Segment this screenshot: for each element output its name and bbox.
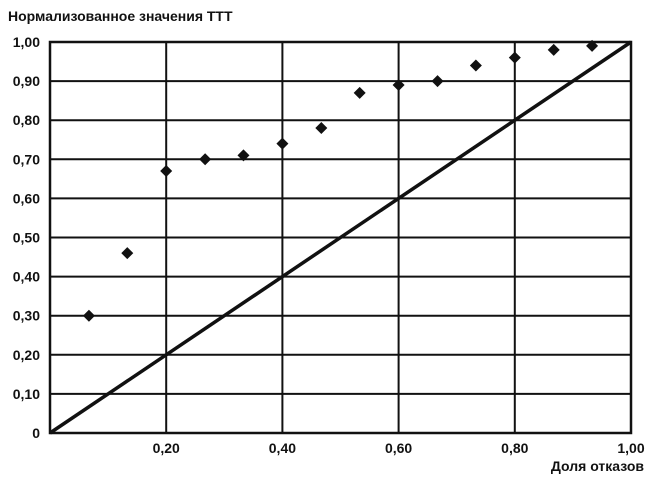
data-point <box>315 122 328 135</box>
x-axis-label: Доля отказов <box>550 458 644 474</box>
data-point <box>121 247 134 260</box>
x-tick-label: 0,20 <box>153 440 180 456</box>
y-tick-label: 0,10 <box>13 386 40 402</box>
y-tick-label: 1,00 <box>13 34 40 50</box>
y-tick-label: 0,20 <box>13 347 40 363</box>
x-tick-label: 0,40 <box>269 440 296 456</box>
y-tick-label: 0,90 <box>13 73 40 89</box>
y-tick-label: 0,70 <box>13 151 40 167</box>
y-tick-label: 0,30 <box>13 308 40 324</box>
data-point <box>586 39 599 52</box>
x-tick-label: 1,00 <box>617 440 644 456</box>
data-point <box>160 165 173 178</box>
plot-frame <box>48 40 633 435</box>
x-tick-label: 0,60 <box>385 440 412 456</box>
data-point <box>199 153 212 166</box>
data-point <box>431 75 444 88</box>
y-tick-label: 0,40 <box>13 269 40 285</box>
data-point <box>353 86 366 99</box>
reference-line <box>49 40 632 435</box>
data-point <box>276 137 289 150</box>
chart-title: Нормализованное значения ТТТ <box>8 8 233 24</box>
data-point <box>392 79 405 92</box>
y-tick-label: 0,50 <box>13 230 40 246</box>
data-point <box>82 309 95 322</box>
data-point <box>547 43 560 56</box>
x-tick-label: 0,80 <box>501 440 528 456</box>
y-tick-label: 0,60 <box>13 190 40 206</box>
data-point <box>237 149 250 162</box>
data-point <box>508 51 521 64</box>
data-point <box>469 59 482 72</box>
y-tick-label: 0,80 <box>13 112 40 128</box>
y-tick-label: 0 <box>32 425 40 441</box>
